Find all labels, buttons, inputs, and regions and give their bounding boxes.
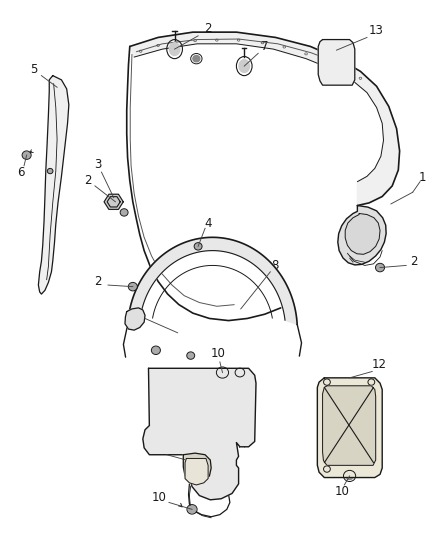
Ellipse shape — [187, 353, 194, 358]
Text: 1: 1 — [419, 171, 427, 184]
Polygon shape — [345, 214, 380, 254]
Polygon shape — [104, 194, 123, 209]
Ellipse shape — [129, 284, 136, 290]
Circle shape — [170, 43, 180, 55]
Text: 3: 3 — [94, 158, 102, 171]
Polygon shape — [185, 458, 208, 485]
Text: 2: 2 — [84, 174, 91, 187]
Ellipse shape — [377, 264, 384, 271]
Polygon shape — [318, 39, 355, 85]
Polygon shape — [143, 368, 256, 500]
Text: 2: 2 — [410, 255, 418, 268]
Text: 2: 2 — [94, 275, 102, 288]
Polygon shape — [318, 378, 382, 478]
Polygon shape — [39, 76, 69, 294]
Polygon shape — [125, 308, 145, 330]
Ellipse shape — [324, 467, 329, 471]
Ellipse shape — [369, 379, 374, 384]
Text: 7: 7 — [261, 40, 268, 53]
Text: 13: 13 — [369, 24, 384, 37]
Text: 6: 6 — [17, 166, 25, 179]
Ellipse shape — [219, 369, 226, 376]
Text: 5: 5 — [30, 63, 38, 76]
Text: 11: 11 — [148, 443, 163, 456]
Ellipse shape — [23, 152, 30, 158]
Ellipse shape — [193, 55, 200, 62]
Text: 9: 9 — [132, 305, 139, 318]
Ellipse shape — [188, 506, 196, 513]
Polygon shape — [184, 453, 211, 484]
Circle shape — [239, 60, 250, 72]
Text: 2: 2 — [205, 22, 212, 36]
Ellipse shape — [152, 347, 159, 353]
Text: 12: 12 — [372, 358, 387, 371]
Ellipse shape — [195, 244, 201, 249]
Polygon shape — [130, 32, 399, 206]
Text: 8: 8 — [271, 259, 279, 272]
Text: 10: 10 — [334, 486, 349, 498]
Text: 10: 10 — [211, 348, 226, 360]
Ellipse shape — [121, 209, 127, 215]
Ellipse shape — [48, 169, 52, 173]
Ellipse shape — [324, 379, 329, 384]
Polygon shape — [128, 237, 297, 326]
Ellipse shape — [346, 472, 353, 480]
Text: 4: 4 — [205, 216, 212, 230]
Text: 10: 10 — [152, 491, 166, 504]
Polygon shape — [322, 386, 376, 465]
Polygon shape — [338, 206, 386, 265]
Ellipse shape — [237, 370, 243, 375]
